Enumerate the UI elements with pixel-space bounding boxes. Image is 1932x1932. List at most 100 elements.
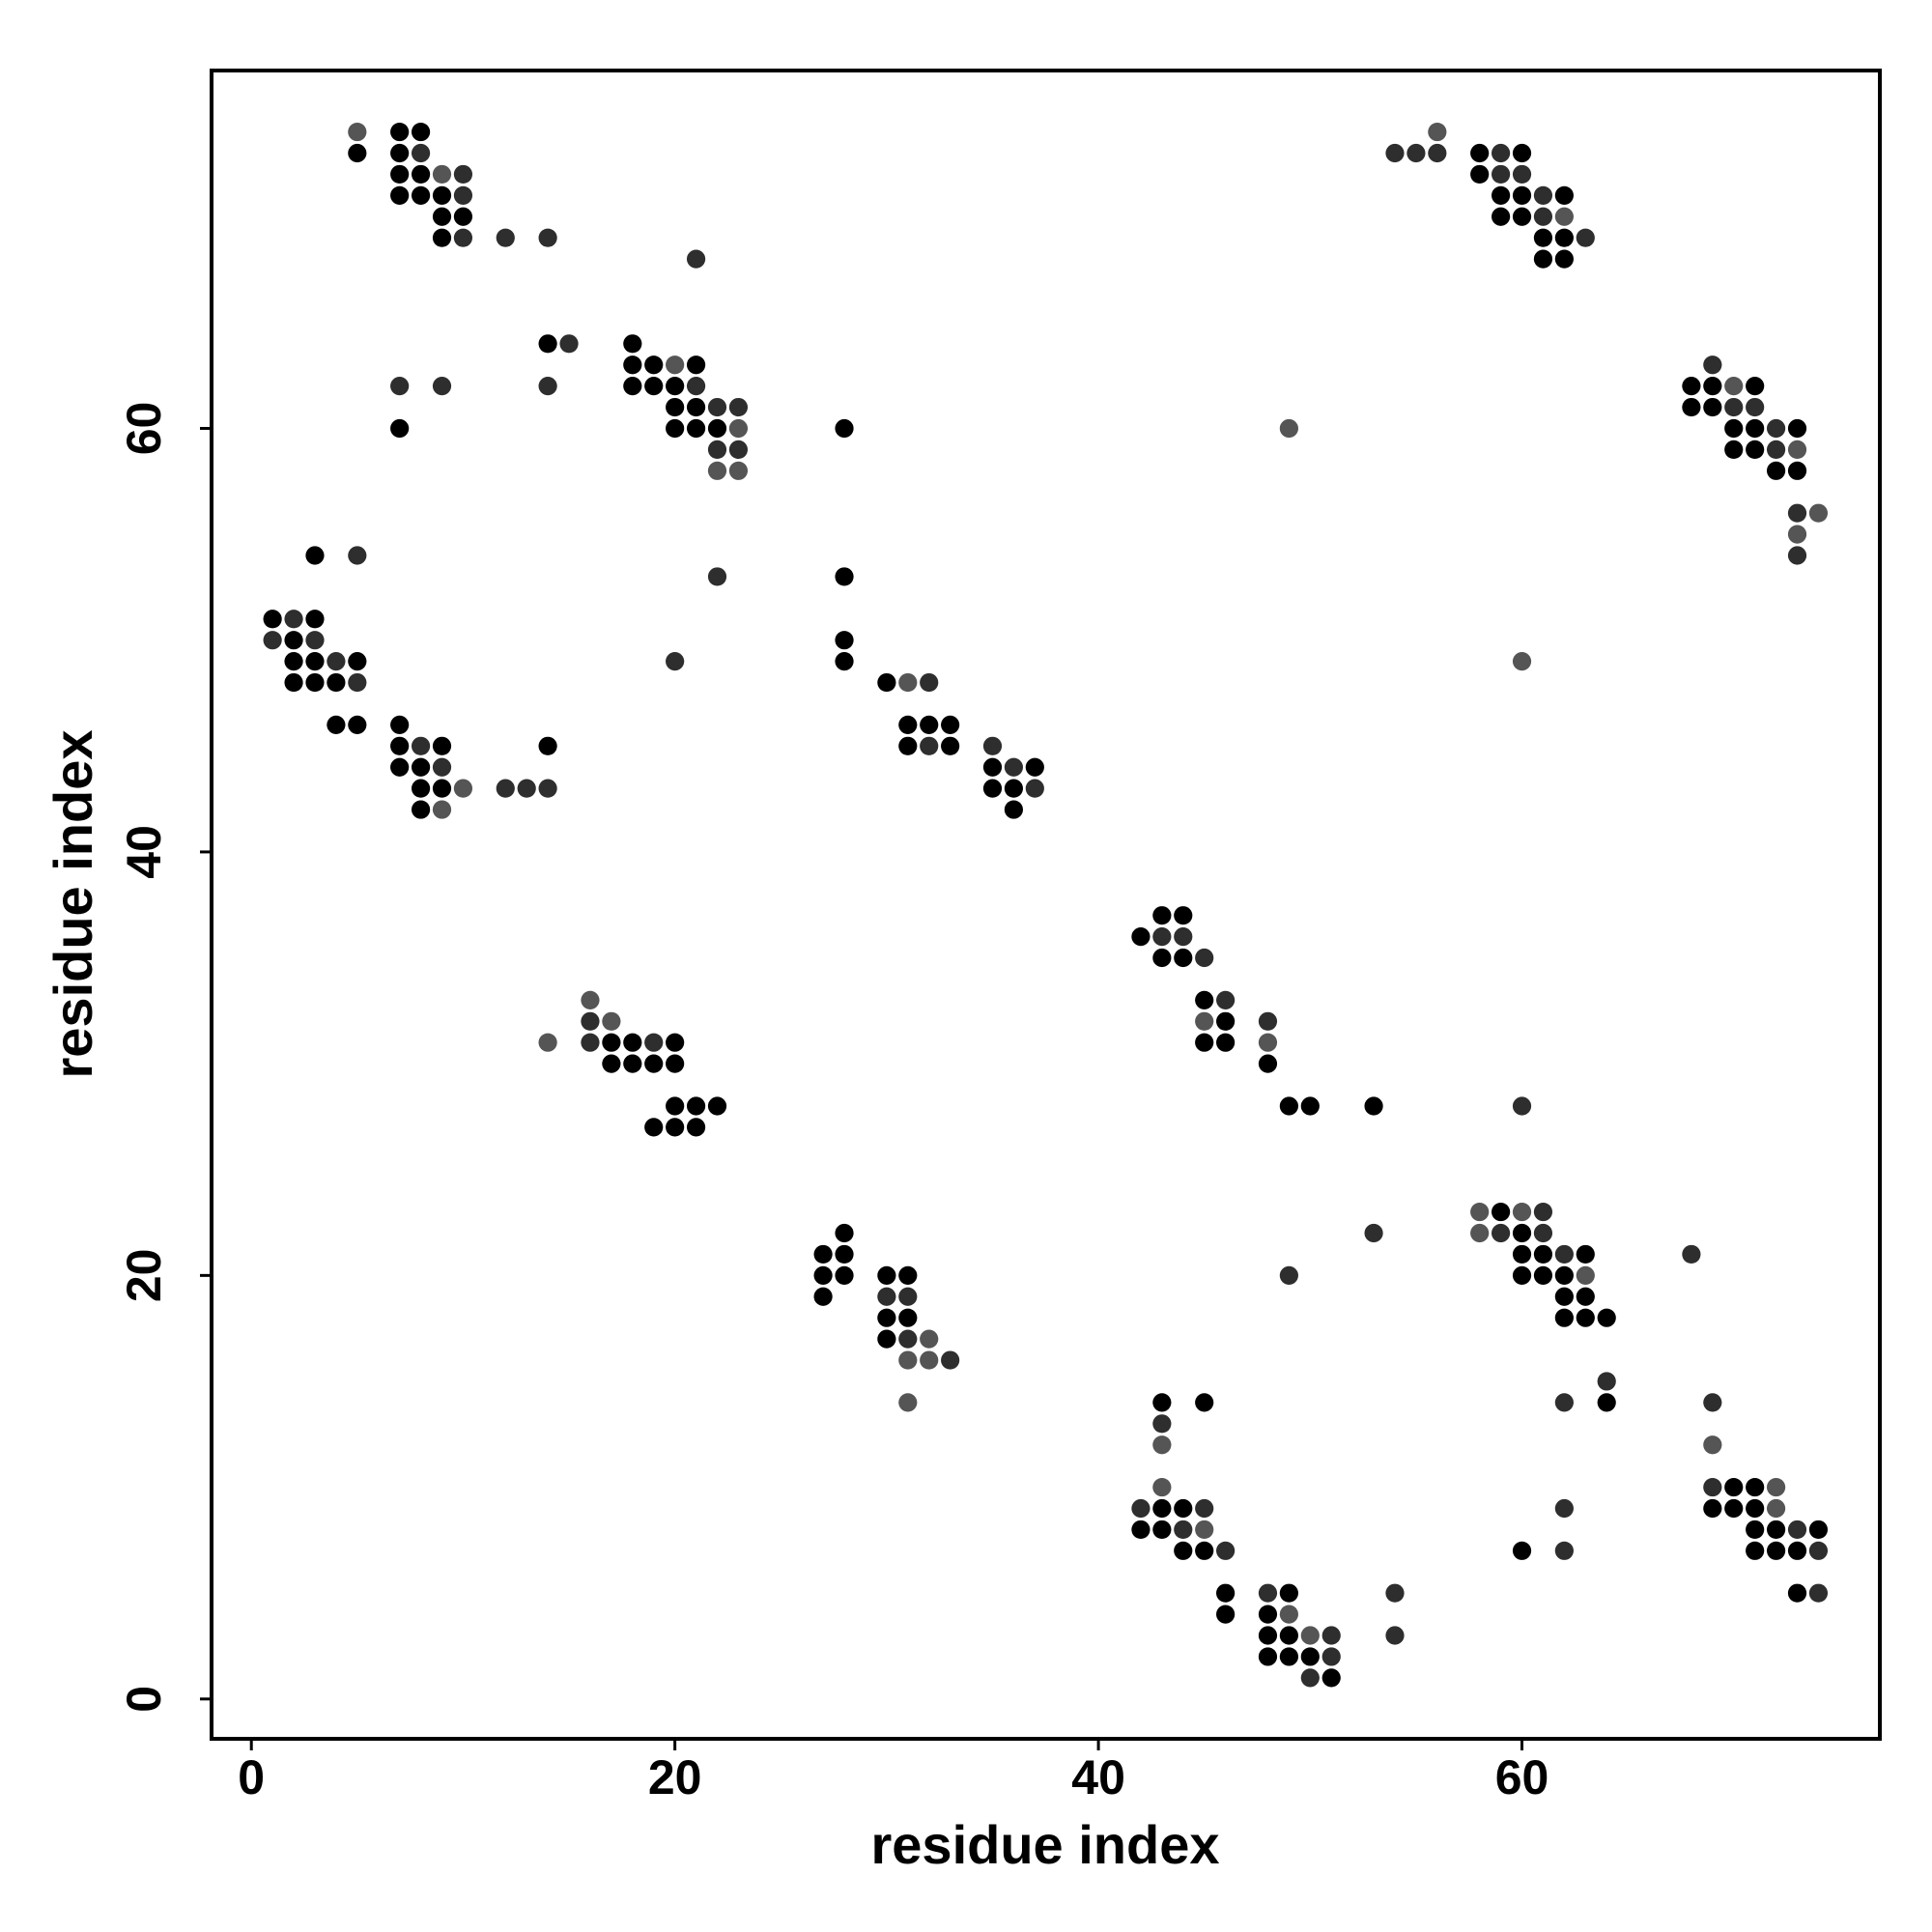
contact-point <box>538 1033 557 1052</box>
contact-point <box>1766 461 1786 480</box>
contact-point <box>920 672 939 693</box>
contact-point <box>1131 1520 1151 1540</box>
contact-point <box>835 1244 854 1264</box>
contact-point <box>348 715 367 734</box>
contact-point <box>1554 1287 1574 1306</box>
contact-point <box>1152 1498 1172 1519</box>
contact-point <box>1491 185 1511 205</box>
contact-point <box>1195 1033 1214 1052</box>
contact-point <box>686 1118 706 1137</box>
contact-point <box>728 440 749 460</box>
contact-point <box>686 377 706 396</box>
contact-point <box>644 377 664 396</box>
contact-point <box>1174 1498 1193 1519</box>
contact-point <box>432 207 452 226</box>
contact-point <box>666 1118 685 1137</box>
contact-point <box>1216 1011 1236 1031</box>
contact-point <box>263 631 282 650</box>
contact-point <box>411 122 431 142</box>
contact-point <box>1258 1054 1278 1073</box>
contact-point <box>920 736 939 755</box>
contact-point <box>602 1033 621 1052</box>
contact-point <box>1364 1096 1383 1116</box>
contact-point <box>877 672 896 693</box>
contact-point <box>453 779 473 798</box>
contact-point <box>1533 228 1553 247</box>
contact-point <box>1470 1202 1490 1222</box>
contact-point <box>644 355 664 375</box>
contact-point <box>1195 990 1214 1009</box>
contact-point <box>1766 1541 1786 1560</box>
contact-point <box>941 715 960 734</box>
contact-point <box>686 355 706 375</box>
contact-point <box>666 652 685 671</box>
contact-point <box>707 418 727 439</box>
contact-point <box>1746 377 1765 396</box>
contact-point <box>1554 228 1574 247</box>
contact-point <box>411 779 431 798</box>
contact-point <box>432 757 452 777</box>
contact-point <box>1174 1520 1193 1540</box>
contact-point <box>1703 377 1722 396</box>
contact-point <box>559 334 579 354</box>
contact-point <box>1703 1435 1722 1455</box>
contact-point <box>1554 1541 1574 1560</box>
contact-point <box>1004 800 1023 819</box>
contact-point <box>453 207 473 226</box>
contact-point <box>1152 1435 1172 1455</box>
contact-point <box>1533 1244 1553 1264</box>
contact-point <box>1385 143 1405 163</box>
contact-point <box>1597 1308 1616 1327</box>
contact-point <box>898 1265 918 1285</box>
contact-point <box>1787 503 1807 523</box>
contact-point <box>581 990 600 1009</box>
contact-point <box>1470 143 1490 163</box>
contact-point <box>1554 1308 1574 1327</box>
contact-point <box>1470 164 1490 185</box>
contact-point <box>538 377 557 396</box>
contact-point <box>1512 164 1532 185</box>
contact-point <box>982 779 1003 798</box>
contact-point <box>941 736 960 755</box>
contact-point <box>1766 1520 1786 1540</box>
contact-point <box>1703 1393 1722 1412</box>
contact-point <box>1787 1541 1807 1560</box>
contact-point <box>1279 1096 1298 1116</box>
contact-point <box>432 377 452 396</box>
contact-point <box>1152 927 1172 947</box>
contact-point <box>1216 1583 1236 1603</box>
contact-point <box>1787 525 1807 544</box>
contact-point <box>1724 377 1744 396</box>
contact-point <box>1808 1583 1829 1603</box>
contact-point <box>623 1054 642 1073</box>
contact-point <box>1025 779 1044 798</box>
contact-point <box>1174 1541 1193 1560</box>
contact-point <box>1512 1244 1532 1264</box>
contact-point <box>920 715 939 734</box>
contact-point <box>1258 1605 1278 1624</box>
contact-point <box>1491 143 1511 163</box>
contact-point <box>1554 249 1574 269</box>
contact-point <box>453 228 473 247</box>
contact-point <box>1152 1477 1172 1497</box>
x-tick-label: 0 <box>238 1750 265 1804</box>
contact-point <box>305 546 325 565</box>
contact-point <box>1533 207 1553 226</box>
contact-point <box>1746 1477 1765 1497</box>
contact-point <box>348 672 367 693</box>
contact-point <box>666 355 685 375</box>
contact-point <box>411 143 431 163</box>
contact-point <box>1174 927 1193 947</box>
contact-point <box>1533 1223 1553 1243</box>
contact-point <box>1724 418 1744 439</box>
contact-point <box>666 1096 685 1116</box>
contact-point <box>623 377 642 396</box>
contact-point <box>1724 1477 1744 1497</box>
contact-point <box>1004 779 1023 798</box>
x-tick-label: 60 <box>1495 1750 1549 1804</box>
contact-point <box>1152 1520 1172 1540</box>
contact-point <box>1787 461 1807 480</box>
contact-point <box>305 631 325 650</box>
contact-point <box>411 736 431 755</box>
contact-point <box>390 757 410 777</box>
